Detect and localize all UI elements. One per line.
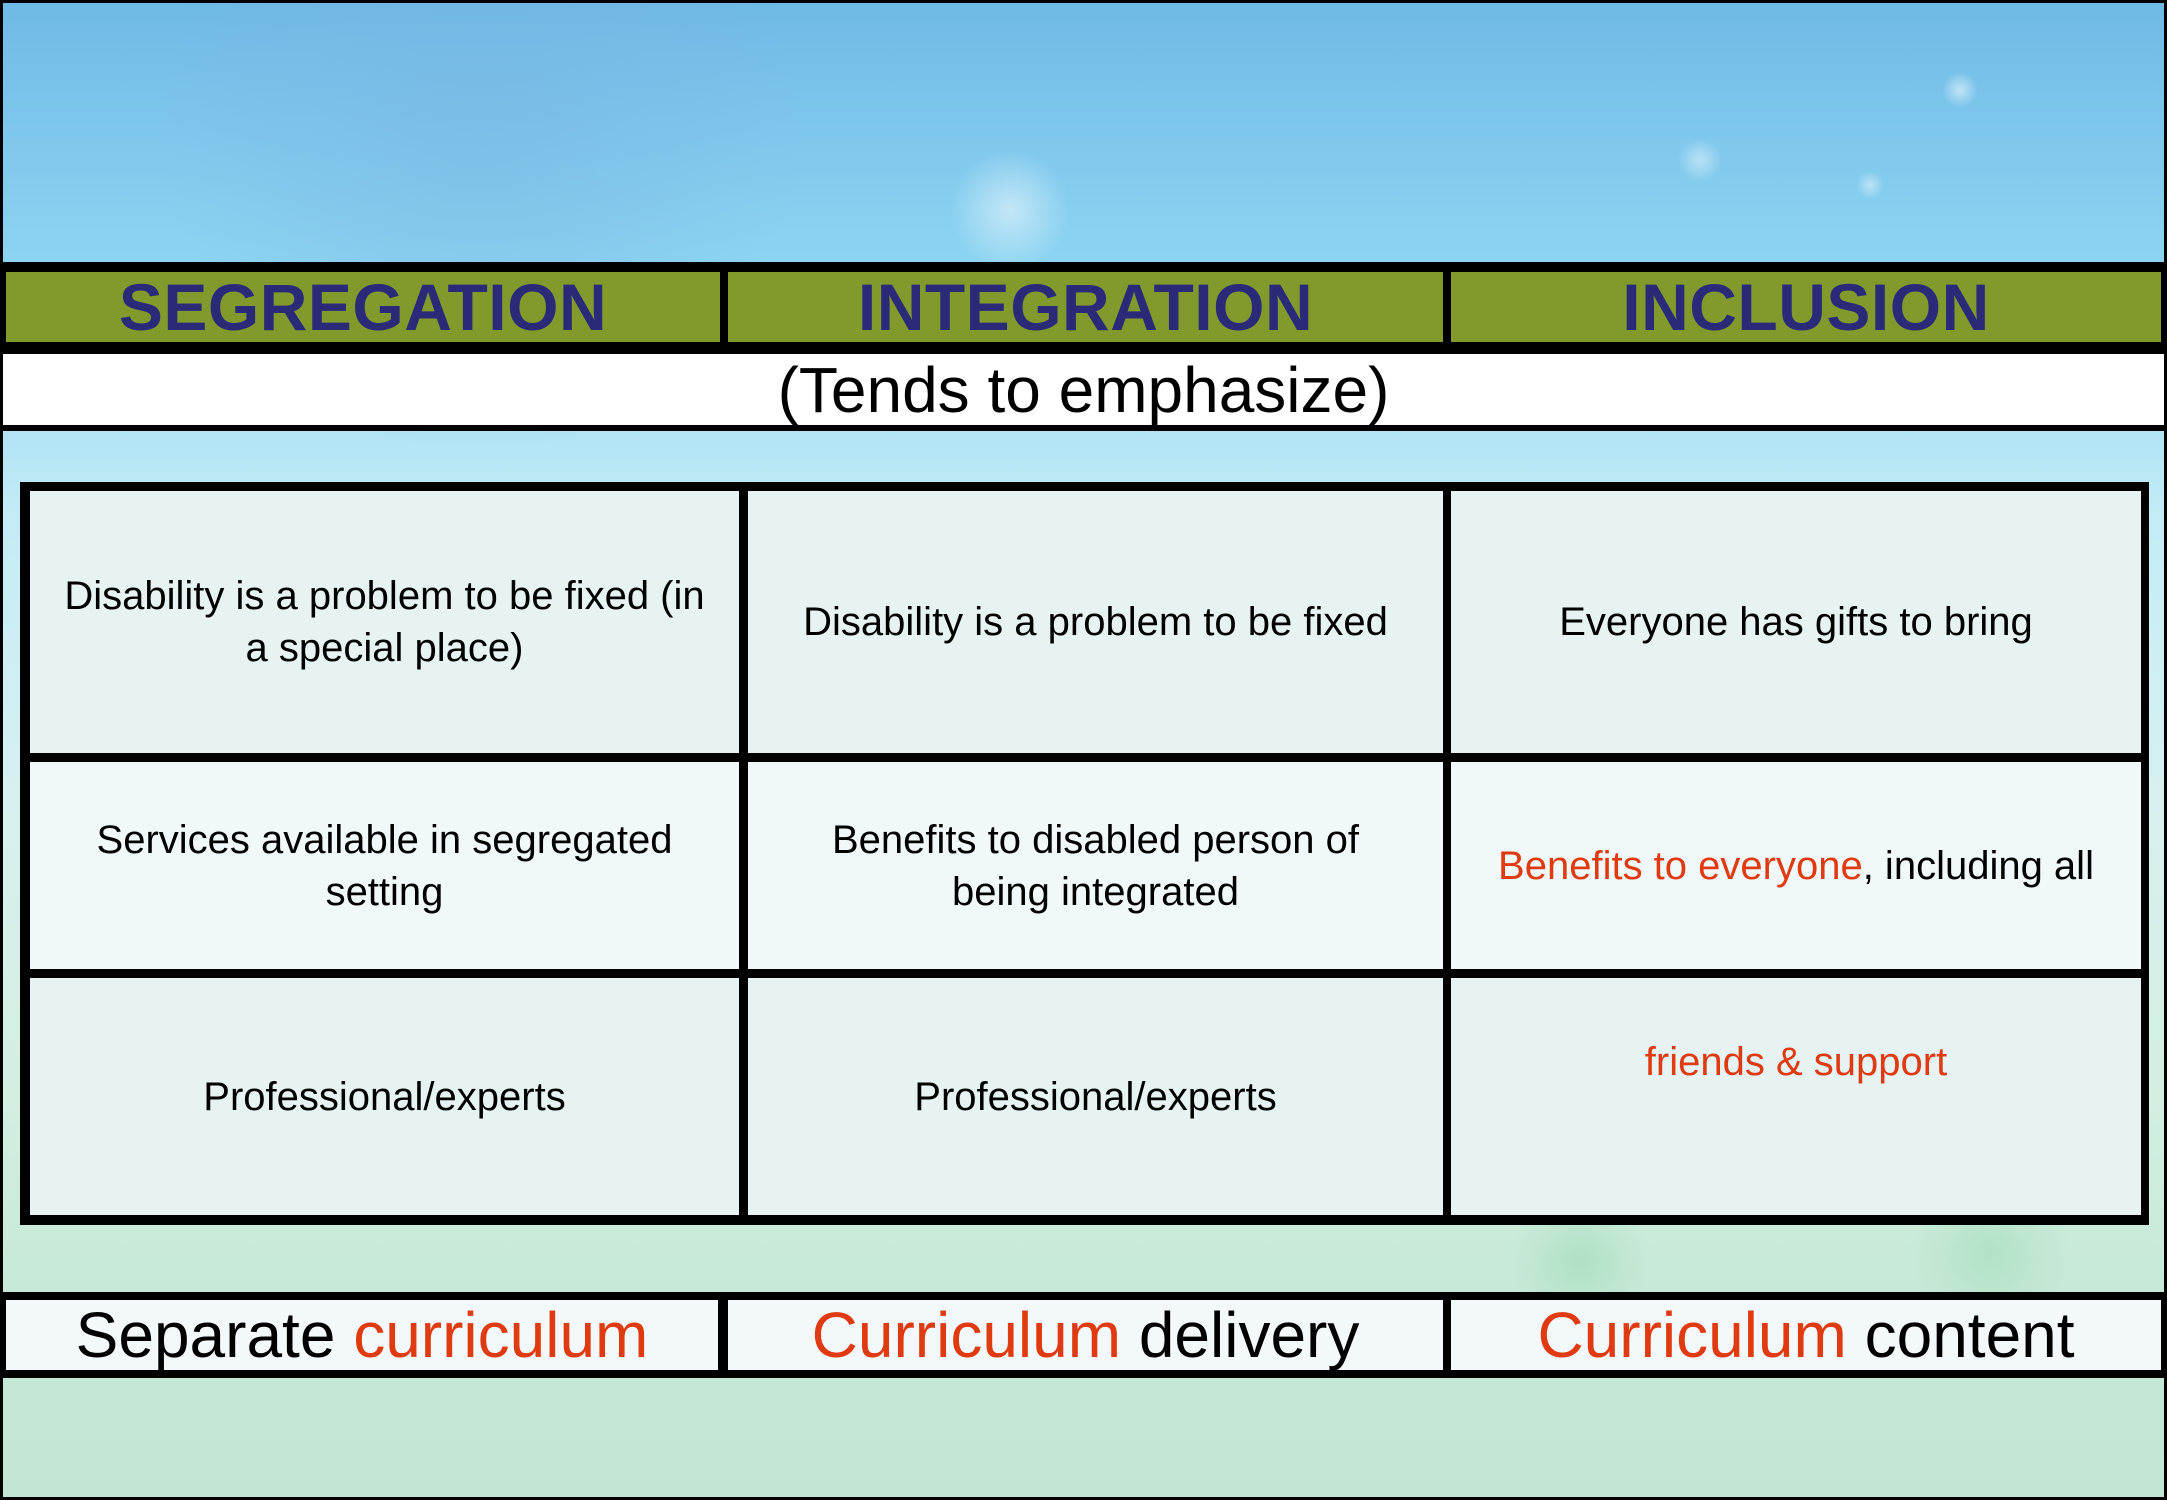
footer-highlight: Curriculum bbox=[1537, 1299, 1847, 1371]
table-cell-segregation-1: Disability is a problem to be fixed (in … bbox=[30, 491, 739, 753]
cell-text: Benefits to disabled person of being int… bbox=[831, 817, 1359, 914]
footer-integration: Curriculum delivery bbox=[728, 1299, 1443, 1371]
cell-text: Benefits to everyone, including all bbox=[1498, 840, 2094, 892]
emphasis-label: (Tends to emphasize) bbox=[0, 349, 2167, 431]
footer-segregation: Separate curriculum bbox=[6, 1299, 718, 1371]
table-cell-integration-3: Professional/experts bbox=[748, 978, 1443, 1215]
footer-text: delivery bbox=[1121, 1299, 1360, 1371]
footer-highlight: curriculum bbox=[353, 1299, 649, 1371]
table-cell-inclusion-1: Everyone has gifts to bring bbox=[1451, 491, 2141, 753]
cell-text: Professional/experts bbox=[203, 1074, 566, 1119]
cell-text: Professional/experts bbox=[914, 1074, 1277, 1119]
cell-text: Everyone has gifts to bring bbox=[1559, 600, 2033, 644]
table-cell-inclusion-3: friends & support bbox=[1451, 978, 2141, 1215]
footer-highlight: Curriculum bbox=[811, 1299, 1122, 1371]
plain-text: , including all bbox=[1862, 843, 2094, 888]
table-cell-integration-1: Disability is a problem to be fixed bbox=[748, 491, 1443, 753]
table-cell-segregation-3: Professional/experts bbox=[30, 978, 739, 1215]
comparison-table: Disability is a problem to be fixed (in … bbox=[20, 482, 2149, 1225]
table-cell-integration-2: Benefits to disabled person of being int… bbox=[748, 762, 1443, 969]
table-cell-segregation-2: Services available in segregated setting bbox=[30, 762, 739, 969]
footer-text: content bbox=[1846, 1299, 2075, 1371]
highlight-text: Benefits to everyone bbox=[1498, 843, 1863, 888]
header-inclusion: INCLUSION bbox=[1451, 270, 2161, 344]
cell-text: Disability is a problem to be fixed (in … bbox=[64, 574, 705, 670]
cell-text: Disability is a problem to be fixed bbox=[803, 600, 1388, 644]
header-integration: INTEGRATION bbox=[728, 270, 1443, 344]
cell-text: Services available in segregated setting bbox=[96, 817, 673, 914]
header-segregation: SEGREGATION bbox=[6, 270, 720, 344]
footer-text: Separate bbox=[75, 1299, 354, 1371]
table-cell-inclusion-2: Benefits to everyone, including all bbox=[1451, 762, 2141, 969]
cell-text: friends & support bbox=[1644, 1040, 1948, 1084]
footer-inclusion: Curriculum content bbox=[1451, 1299, 2161, 1371]
